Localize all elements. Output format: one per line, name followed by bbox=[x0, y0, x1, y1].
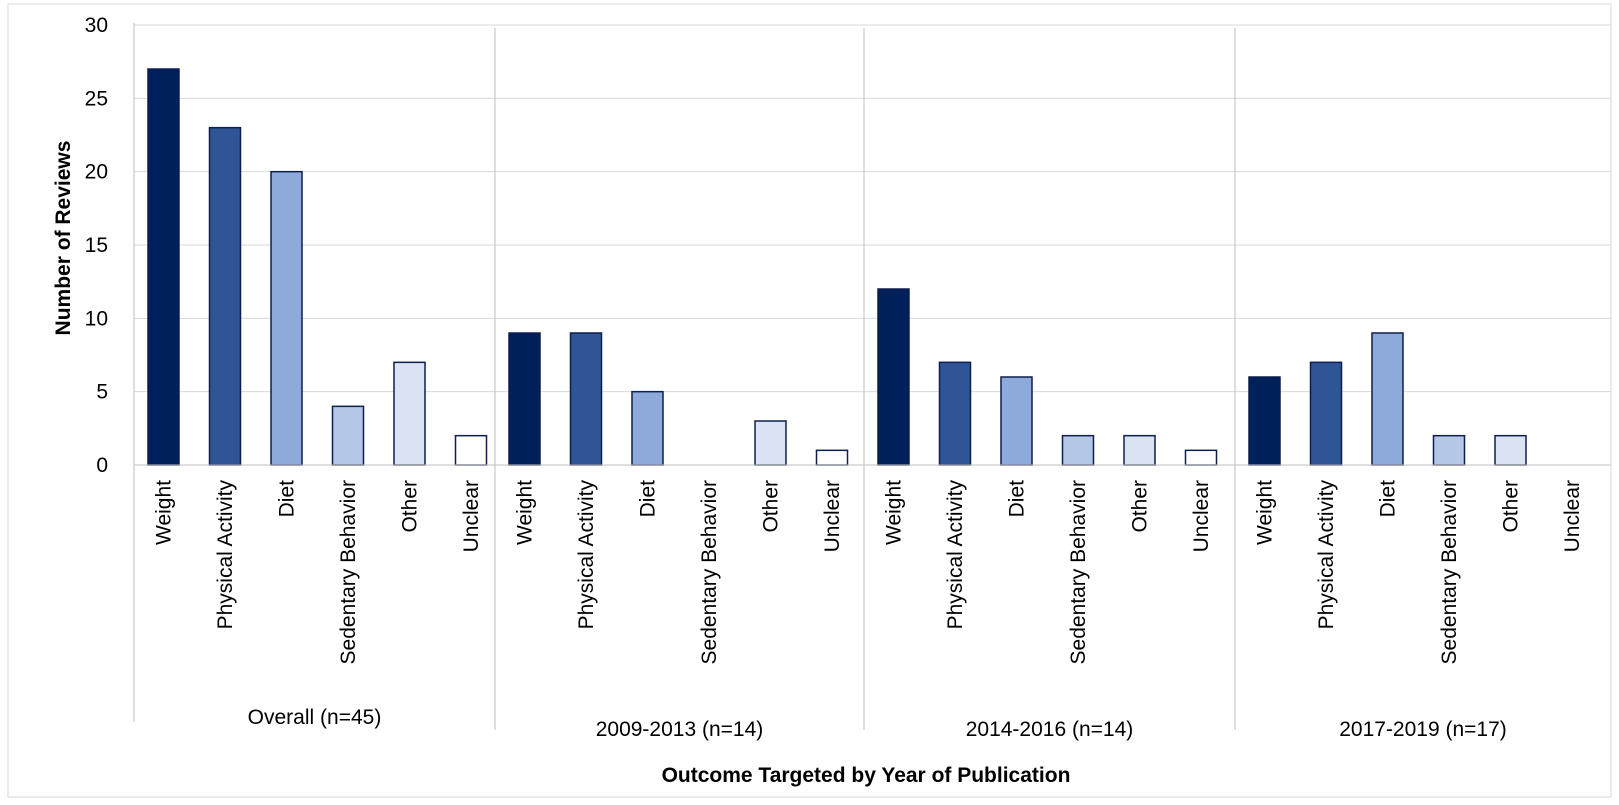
bar-diet bbox=[631, 390, 664, 466]
y-tick-label: 15 bbox=[85, 234, 108, 257]
group-label: 2017-2019 (n=17) bbox=[1339, 718, 1507, 741]
category-label: Physical Activity bbox=[214, 480, 237, 630]
category-label: Other bbox=[399, 480, 422, 533]
y-tick-label: 30 bbox=[85, 14, 108, 37]
category-label: Diet bbox=[637, 480, 660, 518]
group-label: 2009-2013 (n=14) bbox=[596, 718, 764, 741]
bar-weight bbox=[1248, 376, 1281, 466]
y-tick-label: 5 bbox=[96, 381, 108, 404]
y-axis: 0 5 10 15 20 25 30 bbox=[85, 14, 135, 722]
bar-other bbox=[1123, 434, 1156, 466]
category-label: Diet bbox=[276, 480, 299, 518]
category-label: Weight bbox=[514, 480, 537, 545]
bar-diet bbox=[1371, 332, 1404, 466]
category-label: Other bbox=[760, 480, 783, 533]
category-label: Weight bbox=[883, 480, 906, 545]
y-tick-label: 0 bbox=[96, 454, 108, 477]
group-label: 2014-2016 (n=14) bbox=[966, 718, 1134, 741]
bar-weight bbox=[147, 68, 180, 466]
category-label: Weight bbox=[1254, 480, 1277, 545]
bar-sedentary-behavior bbox=[1432, 434, 1466, 466]
y-tick-label: 20 bbox=[85, 161, 108, 184]
gridlines bbox=[134, 24, 1611, 393]
group-label: Overall (n=45) bbox=[248, 706, 382, 729]
y-axis-title: Number of Reviews bbox=[52, 141, 75, 336]
bar-unclear bbox=[454, 434, 488, 466]
bar-other bbox=[754, 420, 787, 466]
bar-other bbox=[393, 361, 426, 466]
y-tick-label: 10 bbox=[85, 307, 108, 330]
category-label: Physical Activity bbox=[1315, 480, 1338, 630]
bar-physical-activity bbox=[938, 361, 972, 466]
category-label: Sedentary Behavior bbox=[1438, 480, 1461, 664]
bar-weight bbox=[877, 288, 910, 466]
category-label: Diet bbox=[1377, 480, 1400, 518]
category-label: Unclear bbox=[1190, 480, 1213, 552]
x-axis-title: Outcome Targeted by Year of Publication bbox=[662, 764, 1071, 787]
x-axis: Weight Physical Activity Diet Sedentary Beh… bbox=[134, 28, 1611, 741]
category-label: Physical Activity bbox=[944, 480, 967, 630]
category-label: Unclear bbox=[460, 480, 483, 552]
bar-diet bbox=[270, 170, 303, 466]
bar-sedentary-behavior bbox=[1061, 434, 1095, 466]
category-label: Sedentary Behavior bbox=[337, 480, 360, 664]
bar-sedentary-behavior bbox=[331, 405, 365, 466]
bar-weight bbox=[508, 332, 541, 466]
bar-other bbox=[1494, 434, 1527, 466]
category-label: Physical Activity bbox=[575, 480, 598, 630]
bar-unclear bbox=[1184, 449, 1218, 466]
category-label: Unclear bbox=[1561, 480, 1584, 552]
category-label: Sedentary Behavior bbox=[698, 480, 721, 664]
bar-unclear bbox=[815, 449, 849, 466]
category-label: Sedentary Behavior bbox=[1067, 480, 1090, 664]
category-label: Diet bbox=[1006, 480, 1029, 518]
bar-physical-activity bbox=[208, 126, 242, 466]
category-label: Unclear bbox=[821, 480, 844, 552]
bar-diet bbox=[1000, 376, 1033, 466]
chart-border bbox=[7, 3, 1612, 798]
bars bbox=[147, 68, 1527, 466]
category-label: Weight bbox=[153, 480, 176, 545]
category-label: Other bbox=[1129, 480, 1152, 533]
bar-physical-activity bbox=[569, 332, 603, 466]
category-label: Other bbox=[1500, 480, 1523, 533]
y-tick-label: 25 bbox=[85, 87, 108, 110]
bar-physical-activity bbox=[1309, 361, 1343, 466]
